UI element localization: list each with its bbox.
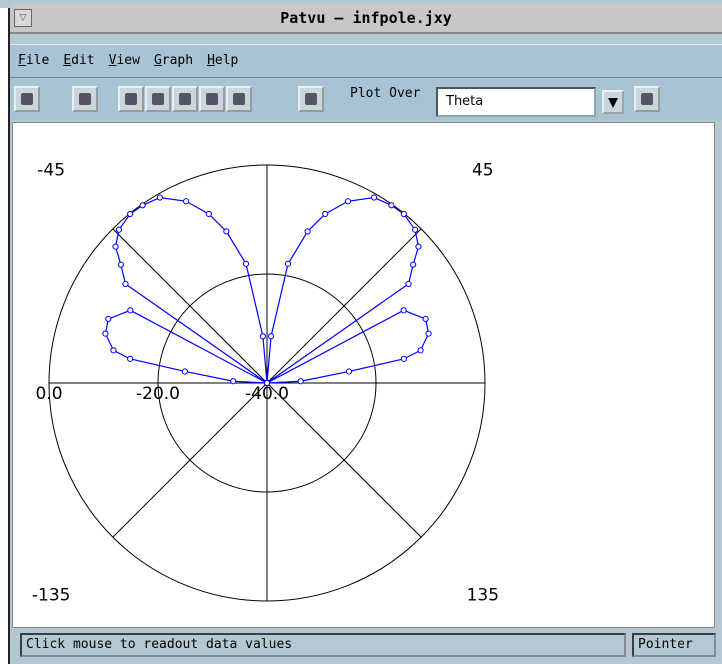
print-button[interactable] bbox=[634, 86, 660, 112]
settings-button[interactable] bbox=[298, 86, 324, 112]
plot-over-field[interactable]: Theta bbox=[436, 87, 596, 117]
zoom-button[interactable] bbox=[199, 86, 225, 112]
data-point bbox=[410, 261, 417, 268]
data-point bbox=[182, 198, 190, 205]
menu-item[interactable]: Help bbox=[207, 53, 239, 68]
grid-circle bbox=[157, 273, 377, 493]
data-point bbox=[156, 194, 164, 201]
data-point bbox=[400, 307, 407, 314]
data-point bbox=[115, 226, 123, 233]
data-point bbox=[415, 243, 422, 250]
radial-tick-label: 0.0 bbox=[35, 384, 62, 404]
grid-line bbox=[266, 382, 422, 538]
radial-tick-label: -40.0 bbox=[245, 384, 289, 404]
data-point bbox=[417, 347, 424, 354]
data-point bbox=[223, 228, 230, 235]
data-point bbox=[105, 315, 112, 322]
data-point bbox=[388, 202, 395, 209]
data-point bbox=[127, 355, 134, 362]
status-message: Click mouse to readout data values bbox=[20, 633, 626, 657]
dropdown-arrow bbox=[608, 98, 618, 108]
data-point bbox=[425, 330, 432, 337]
data-point bbox=[422, 315, 429, 322]
data-point bbox=[122, 280, 129, 288]
open-button[interactable] bbox=[14, 86, 40, 112]
data-point bbox=[284, 260, 292, 267]
data-point bbox=[259, 333, 267, 340]
status-mode: Pointer bbox=[632, 633, 716, 657]
data-point bbox=[117, 261, 124, 268]
data-point bbox=[304, 228, 311, 235]
data-point bbox=[181, 368, 189, 375]
data-point bbox=[110, 347, 117, 354]
data-point bbox=[127, 210, 134, 218]
data-point bbox=[230, 378, 237, 385]
plot-area[interactable]: 0.0 -20.0 -40.0 -45 45 -135 135 bbox=[12, 122, 715, 628]
data-point bbox=[411, 226, 419, 233]
window-border bbox=[0, 8, 10, 664]
menu-item[interactable]: Graph bbox=[153, 53, 194, 68]
data-point bbox=[112, 243, 119, 250]
data-point bbox=[322, 210, 329, 218]
copy-button[interactable] bbox=[72, 86, 98, 112]
window-title: Patvu – infpole.jxy bbox=[280, 9, 452, 27]
full-button[interactable] bbox=[226, 86, 252, 112]
menu-item[interactable]: Edit bbox=[63, 53, 95, 68]
data-point bbox=[405, 280, 412, 288]
data-point bbox=[370, 194, 378, 201]
menu-item[interactable]: View bbox=[108, 53, 140, 68]
plot-over-label: Plot Over bbox=[350, 86, 421, 101]
data-point bbox=[139, 202, 146, 209]
toolbar: Plot Over Theta bbox=[10, 78, 722, 120]
data-point bbox=[102, 330, 109, 337]
zoom-out-button[interactable] bbox=[172, 86, 198, 112]
data-point bbox=[263, 379, 271, 387]
window-menu-button[interactable]: ▽ bbox=[14, 9, 32, 27]
grid-line bbox=[112, 382, 268, 538]
data-point bbox=[205, 210, 212, 218]
title-bar: ▽ Patvu – infpole.jxy bbox=[10, 4, 722, 34]
data-point bbox=[242, 260, 250, 267]
new-button[interactable] bbox=[118, 86, 144, 112]
polar-chart: 0.0 -20.0 -40.0 -45 45 -135 135 bbox=[32, 160, 499, 606]
data-point bbox=[297, 378, 304, 385]
radial-tick-label: -20.0 bbox=[136, 384, 180, 404]
angle-tick-label: -45 bbox=[37, 160, 65, 180]
data-point bbox=[344, 198, 352, 205]
data-point bbox=[345, 368, 353, 375]
dropdown-button[interactable] bbox=[602, 90, 624, 114]
data-point bbox=[400, 210, 407, 218]
zoom-in-button[interactable] bbox=[145, 86, 171, 112]
menu-item[interactable]: File bbox=[18, 53, 50, 68]
grid-line bbox=[266, 228, 422, 384]
angle-tick-label: 135 bbox=[467, 586, 499, 606]
data-point bbox=[127, 307, 134, 314]
angle-tick-label: 45 bbox=[472, 160, 494, 180]
data-point bbox=[267, 333, 275, 340]
grid-line bbox=[112, 228, 268, 384]
data-point bbox=[400, 355, 407, 362]
angle-tick-label: -135 bbox=[32, 586, 71, 606]
menu-bar: File Edit View Graph Help bbox=[10, 44, 722, 78]
grid-circle bbox=[48, 164, 486, 602]
